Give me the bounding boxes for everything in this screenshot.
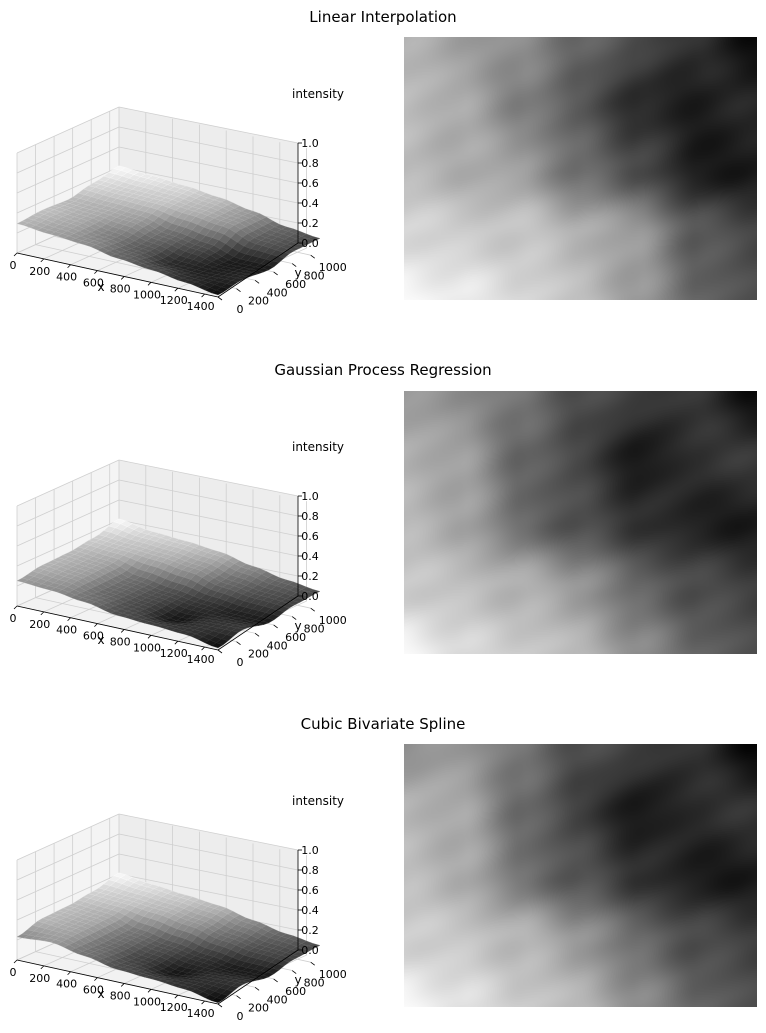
z-tick-label: 0.4 (301, 197, 319, 210)
axis-lines (16, 850, 299, 1005)
x-tick-label: 1000 (133, 288, 161, 301)
y-tick-label: 0 (237, 303, 244, 316)
y-tick-label: 1000 (319, 968, 347, 981)
heatmap-image (404, 391, 757, 654)
heatmap-image (404, 37, 757, 300)
x-tick-label: 800 (110, 989, 131, 1002)
z-tick-label: 0.4 (301, 550, 319, 563)
x-tick-label: 600 (83, 277, 104, 290)
x-tick-label: 1400 (187, 1007, 215, 1020)
y-tick-label: 800 (304, 977, 325, 990)
z-tick-label: 0.8 (301, 864, 319, 877)
x-tick-label: 400 (56, 624, 77, 637)
y-tick-label: 1000 (319, 614, 347, 627)
panel-title: Linear Interpolation (309, 8, 457, 26)
y-axis-label: y (294, 266, 301, 280)
surface-mesh (16, 165, 321, 296)
x-axis-label: x (97, 280, 104, 294)
panel-title: Cubic Bivariate Spline (300, 715, 466, 733)
axis-lines (16, 496, 299, 651)
x-tick-label: 1400 (187, 300, 215, 313)
x-tick-label: 800 (110, 635, 131, 648)
x-tick-label: 200 (29, 972, 50, 985)
y-tick-label: 400 (267, 993, 288, 1006)
x-tick-label: 1000 (133, 641, 161, 654)
y-axis-label: y (294, 619, 301, 633)
z-axis-label: intensity (292, 794, 344, 808)
y-tick-label: 400 (267, 286, 288, 299)
z-tick-label: 1.0 (301, 137, 319, 150)
z-tick-label: 0.8 (301, 157, 319, 170)
x-tick-label: 200 (29, 618, 50, 631)
z-tick-label: 0.6 (301, 177, 319, 190)
surface-facet (210, 290, 224, 296)
heatmap-image (404, 744, 757, 1007)
z-tick-label: 1.0 (301, 490, 319, 503)
surface-mesh (16, 872, 321, 1003)
z-tick-label: 0.2 (301, 924, 319, 937)
y-tick-label: 600 (285, 631, 306, 644)
y-tick-label: 800 (304, 623, 325, 636)
z-tick-label: 0.0 (301, 237, 319, 250)
surface-facet (210, 642, 224, 649)
y-tick-label: 200 (248, 1002, 269, 1015)
y-tick-label: 1000 (319, 261, 347, 274)
z-tick-label: 0.0 (301, 590, 319, 603)
y-tick-label: 600 (285, 985, 306, 998)
z-axis-label: intensity (292, 440, 344, 454)
x-tick-label: 0 (10, 966, 17, 979)
x-tick-label: 1200 (160, 294, 188, 307)
z-tick-label: 0.2 (301, 217, 319, 230)
x-tick-label: 1200 (160, 647, 188, 660)
surface-mesh (16, 518, 321, 649)
x-tick-label: 0 (10, 612, 17, 625)
z-axis-label: intensity (292, 87, 344, 101)
x-axis-label: x (97, 633, 104, 647)
x-tick-label: 400 (56, 271, 77, 284)
z-tick-label: 0.4 (301, 904, 319, 917)
panel-title: Gaussian Process Regression (274, 361, 492, 379)
y-tick-label: 600 (285, 278, 306, 291)
y-tick-label: 200 (248, 295, 269, 308)
axis-lines (16, 143, 299, 298)
y-tick-label: 0 (237, 1010, 244, 1023)
y-tick-label: 200 (248, 648, 269, 661)
x-tick-label: 800 (110, 282, 131, 295)
z-tick-label: 0.0 (301, 944, 319, 957)
x-tick-label: 400 (56, 978, 77, 991)
y-tick-label: 0 (237, 656, 244, 669)
y-axis-label: y (294, 973, 301, 987)
surface-facet (210, 997, 224, 1003)
x-tick-label: 200 (29, 265, 50, 278)
x-tick-label: 600 (83, 984, 104, 997)
x-axis-label: x (97, 987, 104, 1001)
x-tick-label: 1000 (133, 995, 161, 1008)
x-tick-label: 0 (10, 259, 17, 272)
z-tick-label: 0.2 (301, 570, 319, 583)
y-tick-label: 400 (267, 639, 288, 652)
z-tick-label: 0.6 (301, 884, 319, 897)
y-tick-label: 800 (304, 270, 325, 283)
z-tick-label: 0.8 (301, 510, 319, 523)
z-tick-label: 0.6 (301, 530, 319, 543)
x-tick-label: 600 (83, 630, 104, 643)
x-tick-label: 1400 (187, 653, 215, 666)
z-tick-label: 1.0 (301, 844, 319, 857)
x-tick-label: 1200 (160, 1001, 188, 1014)
